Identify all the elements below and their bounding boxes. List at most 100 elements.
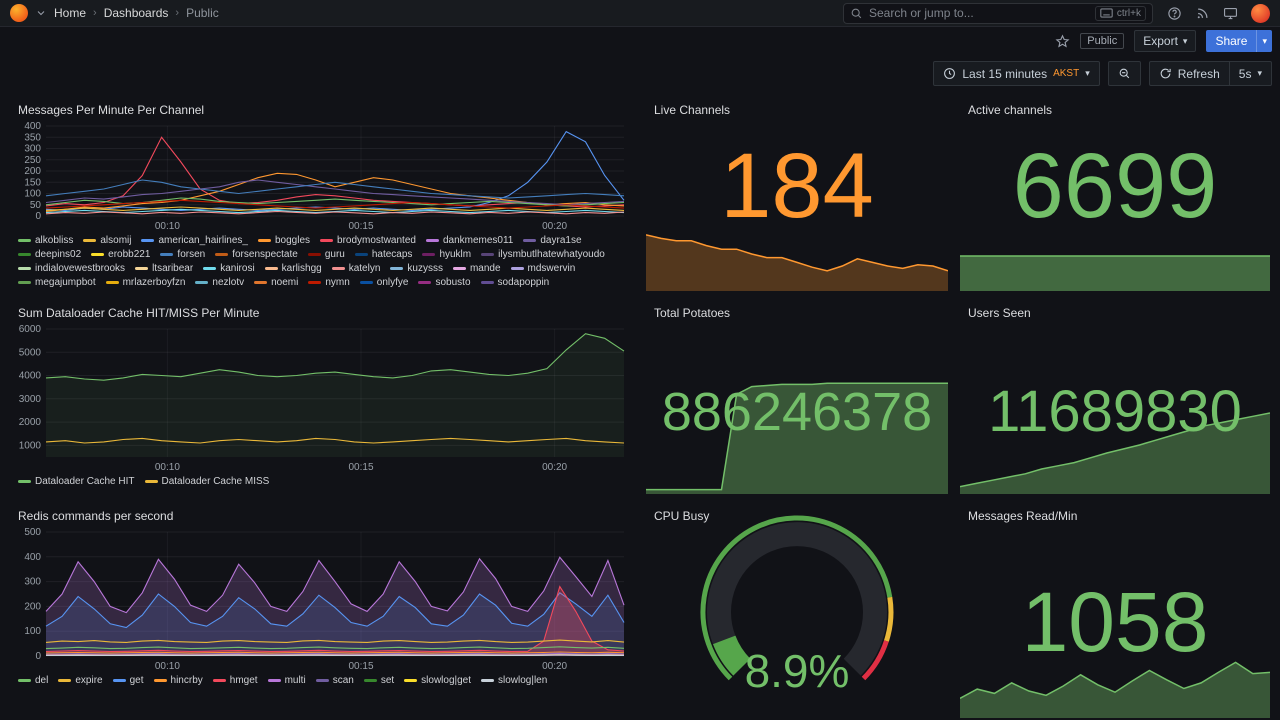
star-icon[interactable] [1055, 34, 1070, 49]
breadcrumb-dashboards[interactable]: Dashboards [103, 6, 169, 20]
legend-item[interactable]: erobb221 [91, 249, 150, 260]
legend-item[interactable]: dankmemes011 [425, 235, 513, 246]
series-label: dayra1se [540, 235, 582, 246]
live-channels-value: 184 [720, 135, 874, 237]
active-channels-value: 6699 [1012, 135, 1218, 237]
legend-item[interactable]: nezlotv [195, 277, 244, 288]
rss-icon[interactable] [1195, 6, 1210, 21]
legend-item[interactable]: brodymostwanted [320, 235, 416, 246]
legend-item[interactable]: sobusto [418, 277, 471, 288]
dataloader-time-series-chart[interactable]: 1000 2000 3000 4000 5000 6000 00:10 00:15 00:20 [12, 323, 630, 473]
series-color-swatch [359, 281, 373, 284]
export-button[interactable]: Export ▾ [1134, 30, 1197, 52]
share-button[interactable]: Share [1206, 30, 1257, 52]
legend-item[interactable]: noemi [254, 277, 298, 288]
legend-item[interactable]: mdswervin [510, 263, 575, 274]
svg-text:6000: 6000 [19, 324, 42, 335]
svg-text:100: 100 [24, 189, 41, 200]
panel-title[interactable]: Messages Per Minute Per Channel [18, 103, 205, 117]
breadcrumb-home[interactable]: Home [54, 6, 87, 20]
series-color-swatch [254, 281, 268, 284]
legend-item[interactable]: dayra1se [523, 235, 582, 246]
legend-item[interactable]: Dataloader Cache HIT [18, 476, 135, 487]
chevron-down-icon: ▾ [1257, 68, 1262, 78]
chevron-down-icon[interactable] [35, 7, 47, 19]
panel-live-channels: Live Channels 184 [644, 96, 950, 293]
panel-title[interactable]: Redis commands per second [18, 509, 174, 523]
panel-title[interactable]: Messages Read/Min [968, 509, 1078, 523]
series-color-swatch [307, 253, 321, 256]
panel-messages-read-min: Messages Read/Min 1058 [958, 502, 1272, 720]
legend-item[interactable]: sodapoppin [480, 277, 549, 288]
legend-item[interactable]: american_hairlines_ [141, 235, 248, 246]
legend-item[interactable]: kuzysss [390, 263, 443, 274]
series-color-swatch [212, 679, 226, 682]
legend-item[interactable]: nymn [308, 277, 350, 288]
legend-item[interactable]: multi [267, 675, 306, 686]
series-label: hincrby [170, 675, 203, 686]
series-color-swatch [481, 253, 495, 256]
messages-legend: alkobliss alsomij american_hairlines_ boggl… [18, 235, 624, 288]
legend-item[interactable]: scan [315, 675, 354, 686]
legend-item[interactable]: ltsaribear [135, 263, 193, 274]
legend-item[interactable]: get [112, 675, 144, 686]
refresh-button[interactable]: Refresh [1148, 61, 1230, 86]
legend-item[interactable]: mande [452, 263, 501, 274]
refresh-interval-dropdown[interactable]: 5s ▾ [1229, 61, 1272, 86]
legend-item[interactable]: boggles [257, 235, 310, 246]
legend-item[interactable]: katelyn [331, 263, 380, 274]
legend-item[interactable]: deepins02 [18, 249, 81, 260]
legend-item[interactable]: hincrby [153, 675, 203, 686]
panel-dataloader-cache: Sum Dataloader Cache HIT/MISS Per Minute… [8, 299, 636, 496]
legend-item[interactable]: forsenspectate [215, 249, 298, 260]
legend-item[interactable]: mrlazerboyfzn [105, 277, 185, 288]
series-label: set [380, 675, 395, 686]
zoom-out-button[interactable] [1107, 61, 1141, 86]
time-range-picker[interactable]: Last 15 minutes AKST ▾ [933, 61, 1100, 86]
series-label: hmget [229, 675, 258, 686]
legend-item[interactable]: onlyfye [359, 277, 408, 288]
series-label: nymn [325, 277, 350, 288]
series-label: forsen [177, 249, 206, 260]
series-color-swatch [160, 253, 174, 256]
panel-title[interactable]: Users Seen [968, 306, 1031, 320]
legend-item[interactable]: ilysmbutlhatewhatyoudo [481, 249, 605, 260]
legend-item[interactable]: karlishgg [264, 263, 322, 274]
keyboard-shortcut-badge: ctrl+k [1094, 5, 1146, 21]
legend-item[interactable]: hyuklm [422, 249, 471, 260]
help-icon[interactable] [1167, 6, 1182, 21]
legend-item[interactable]: del [18, 675, 48, 686]
search-input[interactable]: Search or jump to... ctrl+k [843, 2, 1153, 24]
monitor-icon[interactable] [1223, 6, 1238, 21]
share-menu-button[interactable]: ▾ [1256, 30, 1272, 52]
legend-item[interactable]: kanirosi [203, 263, 255, 274]
legend-item[interactable]: set [363, 675, 395, 686]
series-color-swatch [203, 267, 217, 270]
legend-item[interactable]: megajumpbot [18, 277, 96, 288]
panel-title[interactable]: CPU Busy [654, 509, 710, 523]
legend-item[interactable]: alsomij [83, 235, 131, 246]
legend-item[interactable]: hmget [212, 675, 258, 686]
clock-icon [944, 68, 956, 79]
legend-item[interactable]: guru [307, 249, 345, 260]
legend-item[interactable]: forsen [160, 249, 205, 260]
series-label: hatecaps [371, 249, 413, 260]
user-avatar[interactable] [1251, 3, 1270, 23]
panel-title[interactable]: Live Channels [654, 103, 731, 117]
legend-item[interactable]: alkobliss [18, 235, 73, 246]
legend-item[interactable]: indialovewestbrooks [18, 263, 125, 274]
redis-time-series-chart[interactable]: 0 100 200 300 400 500 00:10 00:15 00:20 [12, 526, 630, 672]
panel-title[interactable]: Active channels [968, 103, 1053, 117]
public-tag[interactable]: Public [1080, 33, 1125, 49]
legend-item[interactable]: Dataloader Cache MISS [144, 476, 269, 487]
panel-title[interactable]: Total Potatoes [654, 306, 731, 320]
series-label: Dataloader Cache HIT [35, 476, 135, 487]
messages-time-series-chart[interactable]: 0 50 100 150 200 250 300 350 400 00:10 00:15 00:20 [12, 120, 630, 232]
series-label: guru [324, 249, 345, 260]
legend-item[interactable]: slowlog|get [404, 675, 471, 686]
panel-title[interactable]: Sum Dataloader Cache HIT/MISS Per Minute [18, 306, 260, 320]
legend-item[interactable]: hatecaps [354, 249, 413, 260]
legend-item[interactable]: slowlog|len [481, 675, 547, 686]
legend-item[interactable]: expire [58, 675, 103, 686]
grafana-logo-icon[interactable] [10, 4, 28, 22]
